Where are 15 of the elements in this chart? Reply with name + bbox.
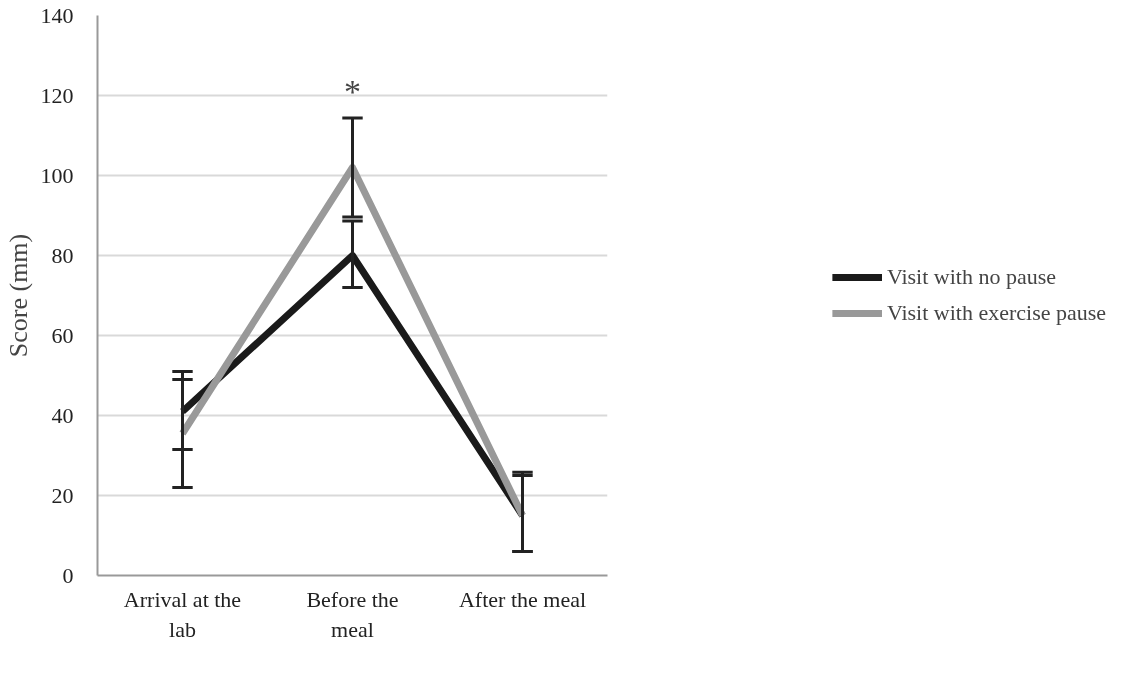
x-tick-label: Before the meal (306, 586, 399, 642)
y-tick-label: 20 (51, 482, 74, 508)
y-tick-label: 80 (51, 242, 74, 268)
annotation: * (344, 72, 361, 110)
y-tick-label: 60 (51, 322, 74, 348)
legend-label: Visit with exercise pause (886, 300, 1107, 326)
y-tick-label: 0 (62, 562, 74, 588)
y-axis-title: Score (mm) (3, 233, 33, 358)
legend-label: Visit with no pause (886, 264, 1057, 290)
y-tick-label: 120 (40, 82, 74, 108)
y-tick-label: 100 (40, 162, 74, 188)
y-tick-label: 40 (51, 402, 74, 428)
y-tick-label: 140 (40, 2, 74, 28)
x-tick-label: Arrival at the lab (123, 586, 242, 642)
x-tick-label: After the meal (458, 586, 587, 612)
